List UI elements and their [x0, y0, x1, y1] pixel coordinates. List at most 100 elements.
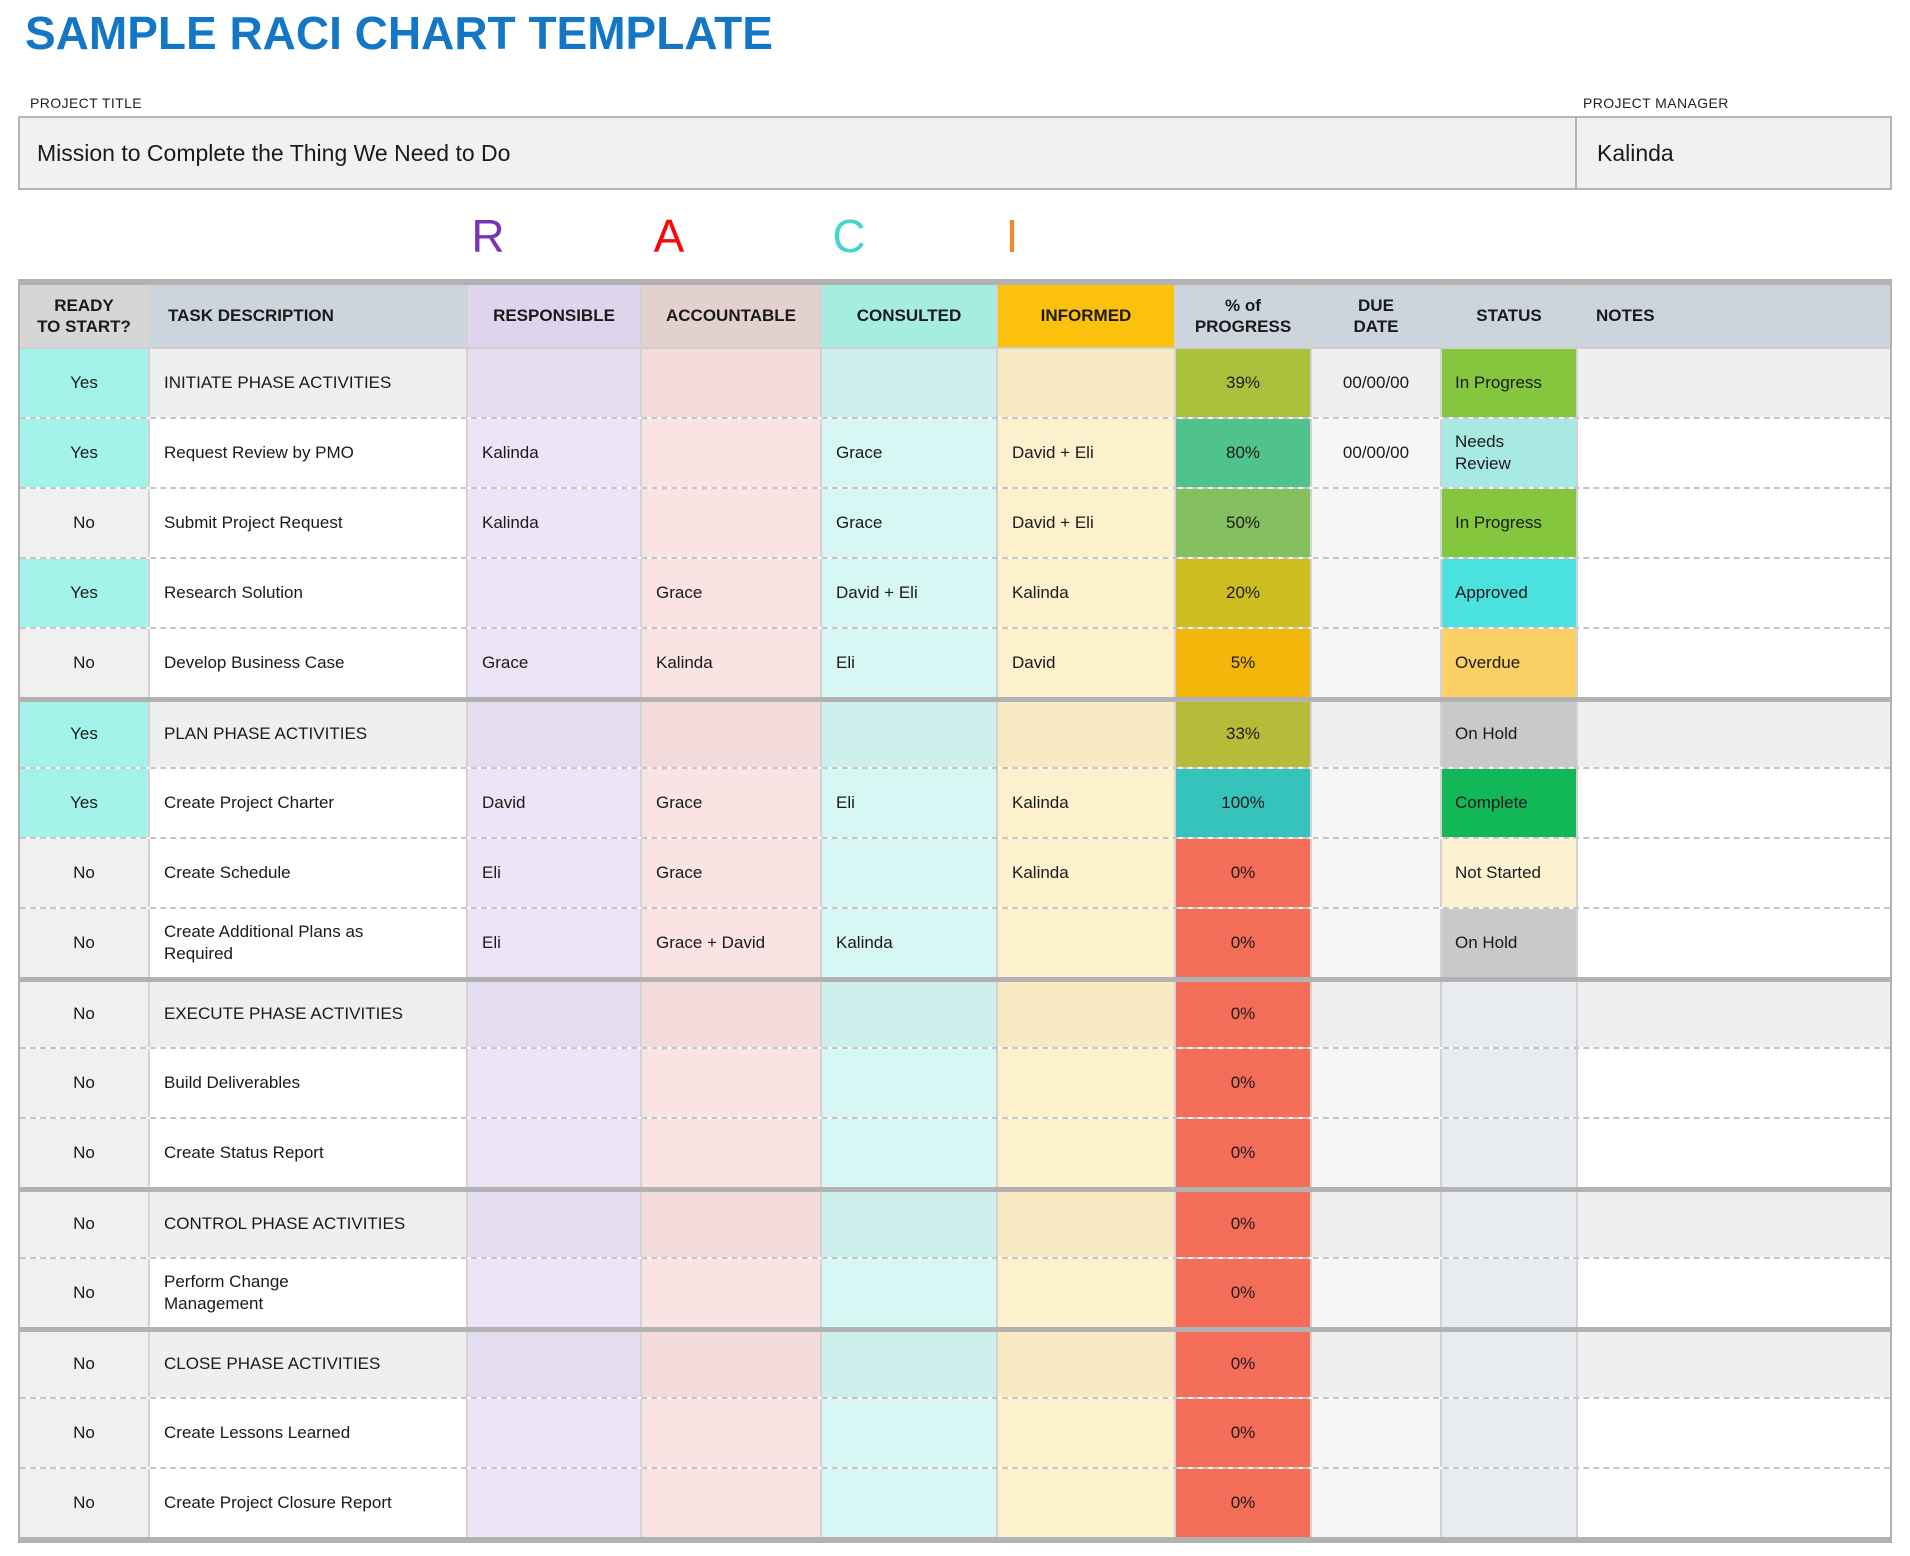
cell-progress[interactable]: 0% — [1176, 1192, 1312, 1257]
cell-due[interactable] — [1312, 1192, 1442, 1257]
cell-progress[interactable]: 0% — [1176, 982, 1312, 1047]
cell-due[interactable]: 00/00/00 — [1312, 419, 1442, 487]
cell-task[interactable]: CLOSE PHASE ACTIVITIES — [150, 1332, 468, 1397]
cell-accountable[interactable] — [642, 702, 822, 767]
cell-responsible[interactable]: Grace — [468, 629, 642, 697]
cell-status[interactable] — [1442, 1259, 1578, 1327]
cell-status[interactable]: Approved — [1442, 559, 1578, 627]
cell-status[interactable]: In Progress — [1442, 489, 1578, 557]
cell-notes[interactable] — [1578, 1192, 1890, 1257]
cell-progress[interactable]: 50% — [1176, 489, 1312, 557]
project-title-input[interactable]: Mission to Complete the Thing We Need to… — [20, 118, 1577, 188]
cell-ready[interactable]: No — [20, 1049, 150, 1117]
cell-progress[interactable]: 0% — [1176, 1119, 1312, 1187]
cell-consulted[interactable] — [822, 839, 998, 907]
cell-task[interactable]: Request Review by PMO — [150, 419, 468, 487]
cell-consulted[interactable] — [822, 982, 998, 1047]
cell-accountable[interactable] — [642, 982, 822, 1047]
cell-responsible[interactable] — [468, 1332, 642, 1397]
cell-status[interactable] — [1442, 1469, 1578, 1537]
cell-accountable[interactable] — [642, 1469, 822, 1537]
cell-status[interactable] — [1442, 1192, 1578, 1257]
cell-progress[interactable]: 0% — [1176, 839, 1312, 907]
cell-responsible[interactable] — [468, 1192, 642, 1257]
cell-due[interactable] — [1312, 702, 1442, 767]
cell-notes[interactable] — [1578, 559, 1890, 627]
cell-accountable[interactable] — [642, 419, 822, 487]
cell-accountable[interactable]: Grace + David — [642, 909, 822, 977]
cell-informed[interactable] — [998, 1049, 1176, 1117]
cell-ready[interactable]: Yes — [20, 769, 150, 837]
cell-responsible[interactable] — [468, 982, 642, 1047]
project-manager-input[interactable]: Kalinda — [1597, 139, 1674, 166]
cell-responsible[interactable]: Kalinda — [468, 489, 642, 557]
cell-ready[interactable]: Yes — [20, 349, 150, 417]
cell-consulted[interactable] — [822, 349, 998, 417]
cell-informed[interactable] — [998, 1469, 1176, 1537]
cell-task[interactable]: Create Project Charter — [150, 769, 468, 837]
cell-status[interactable]: Overdue — [1442, 629, 1578, 697]
cell-notes[interactable] — [1578, 702, 1890, 767]
cell-task[interactable]: PLAN PHASE ACTIVITIES — [150, 702, 468, 767]
cell-accountable[interactable]: Grace — [642, 839, 822, 907]
cell-ready[interactable]: Yes — [20, 702, 150, 767]
cell-consulted[interactable]: Eli — [822, 769, 998, 837]
cell-ready[interactable]: No — [20, 1192, 150, 1257]
cell-status[interactable] — [1442, 1332, 1578, 1397]
cell-consulted[interactable] — [822, 1469, 998, 1537]
cell-accountable[interactable] — [642, 1119, 822, 1187]
cell-notes[interactable] — [1578, 1119, 1890, 1187]
cell-accountable[interactable] — [642, 1399, 822, 1467]
cell-progress[interactable]: 0% — [1176, 1332, 1312, 1397]
cell-ready[interactable]: No — [20, 1332, 150, 1397]
cell-task[interactable]: Perform Change Management — [150, 1259, 468, 1327]
cell-notes[interactable] — [1578, 909, 1890, 977]
cell-informed[interactable]: Kalinda — [998, 769, 1176, 837]
cell-due[interactable] — [1312, 1332, 1442, 1397]
cell-consulted[interactable] — [822, 1259, 998, 1327]
cell-responsible[interactable] — [468, 1049, 642, 1117]
cell-due[interactable] — [1312, 559, 1442, 627]
cell-notes[interactable] — [1578, 1399, 1890, 1467]
cell-notes[interactable] — [1578, 1259, 1890, 1327]
cell-consulted[interactable]: Kalinda — [822, 909, 998, 977]
cell-consulted[interactable] — [822, 702, 998, 767]
cell-informed[interactable] — [998, 909, 1176, 977]
cell-notes[interactable] — [1578, 629, 1890, 697]
cell-responsible[interactable] — [468, 559, 642, 627]
cell-consulted[interactable] — [822, 1119, 998, 1187]
cell-due[interactable] — [1312, 629, 1442, 697]
cell-task[interactable]: Develop Business Case — [150, 629, 468, 697]
cell-notes[interactable] — [1578, 982, 1890, 1047]
cell-status[interactable] — [1442, 1399, 1578, 1467]
cell-notes[interactable] — [1578, 1332, 1890, 1397]
cell-status[interactable] — [1442, 982, 1578, 1047]
cell-task[interactable]: Create Additional Plans as Required — [150, 909, 468, 977]
cell-ready[interactable]: No — [20, 1259, 150, 1327]
cell-progress[interactable]: 39% — [1176, 349, 1312, 417]
cell-due[interactable] — [1312, 1399, 1442, 1467]
cell-status[interactable]: Needs Review — [1442, 419, 1578, 487]
cell-responsible[interactable]: Eli — [468, 839, 642, 907]
cell-status[interactable] — [1442, 1049, 1578, 1117]
cell-accountable[interactable] — [642, 1259, 822, 1327]
cell-responsible[interactable] — [468, 1469, 642, 1537]
cell-task[interactable]: Create Status Report — [150, 1119, 468, 1187]
cell-due[interactable] — [1312, 769, 1442, 837]
cell-ready[interactable]: No — [20, 982, 150, 1047]
cell-due[interactable] — [1312, 1469, 1442, 1537]
cell-progress[interactable]: 33% — [1176, 702, 1312, 767]
cell-accountable[interactable] — [642, 349, 822, 417]
cell-informed[interactable]: David — [998, 629, 1176, 697]
cell-task[interactable]: Create Project Closure Report — [150, 1469, 468, 1537]
cell-ready[interactable]: Yes — [20, 559, 150, 627]
cell-consulted[interactable] — [822, 1399, 998, 1467]
cell-ready[interactable]: No — [20, 1119, 150, 1187]
cell-due[interactable] — [1312, 839, 1442, 907]
cell-informed[interactable] — [998, 1399, 1176, 1467]
cell-notes[interactable] — [1578, 769, 1890, 837]
cell-accountable[interactable] — [642, 1049, 822, 1117]
cell-ready[interactable]: No — [20, 839, 150, 907]
cell-notes[interactable] — [1578, 1469, 1890, 1537]
cell-ready[interactable]: No — [20, 1399, 150, 1467]
